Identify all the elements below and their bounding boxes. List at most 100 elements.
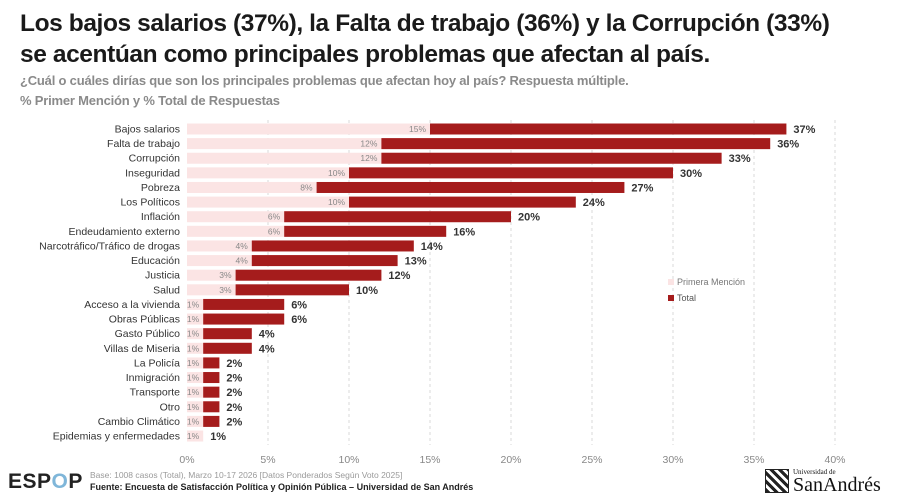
total-bar xyxy=(349,167,673,179)
first-mention-label: 1% xyxy=(187,431,200,441)
total-bar xyxy=(381,152,722,164)
title-line-1: Los bajos salarios (37%), la Falta de tr… xyxy=(20,10,830,37)
x-tick-label: 0% xyxy=(179,454,194,466)
category-label: Inflación xyxy=(141,211,180,223)
total-bar xyxy=(203,372,220,384)
category-label: Corrupción xyxy=(129,153,181,165)
university-small: Universidad de xyxy=(793,468,836,476)
total-bar xyxy=(381,138,771,150)
x-tick-label: 25% xyxy=(581,454,602,466)
category-label: Falta de trabajo xyxy=(107,138,180,150)
total-bar xyxy=(203,415,220,427)
total-label: 14% xyxy=(421,241,443,253)
university-big: SanAndrés xyxy=(793,474,881,496)
total-label: 6% xyxy=(291,299,307,311)
first-mention-label: 6% xyxy=(268,226,281,236)
x-tick-label: 15% xyxy=(419,454,440,466)
total-label: 6% xyxy=(291,314,307,326)
measure-text: % Primer Mención y % Total de Respuestas xyxy=(20,93,280,108)
title-line-2: se acentúan como principales problemas q… xyxy=(20,41,710,68)
first-mention-label: 1% xyxy=(187,314,200,324)
first-mention-label: 4% xyxy=(236,241,249,251)
first-mention-bar xyxy=(187,430,204,442)
source-note: Fuente: Encuesta de Satisfacción Polític… xyxy=(90,482,474,492)
first-mention-label: 8% xyxy=(300,182,313,192)
total-label: 2% xyxy=(226,387,242,399)
total-label: 24% xyxy=(583,197,605,209)
total-bar xyxy=(203,298,285,310)
category-label: Justicia xyxy=(145,270,180,282)
total-label: 4% xyxy=(259,329,275,341)
first-mention-label: 12% xyxy=(360,153,377,163)
total-label: 10% xyxy=(356,285,378,297)
category-label: Villas de Miseria xyxy=(104,343,180,355)
total-label: 13% xyxy=(405,256,427,268)
x-tick-label: 35% xyxy=(743,454,764,466)
total-label: 2% xyxy=(226,373,242,385)
total-label: 33% xyxy=(729,153,751,165)
total-bar xyxy=(203,342,252,354)
first-mention-label: 1% xyxy=(187,373,200,383)
category-label: Otro xyxy=(160,401,181,413)
x-tick-label: 40% xyxy=(824,454,845,466)
total-label: 36% xyxy=(777,139,799,151)
total-label: 16% xyxy=(453,226,475,238)
category-label: Cambio Climático xyxy=(98,416,180,428)
total-label: 2% xyxy=(226,416,242,428)
category-label: Endeudamiento externo xyxy=(69,226,181,238)
first-mention-label: 1% xyxy=(187,416,200,426)
category-label: Bajos salarios xyxy=(115,124,180,136)
first-mention-label: 10% xyxy=(328,168,345,178)
first-mention-label: 10% xyxy=(328,197,345,207)
total-bar xyxy=(203,328,252,340)
category-label: Inseguridad xyxy=(125,167,180,179)
category-label: Salud xyxy=(153,284,180,296)
total-bar xyxy=(203,357,220,369)
category-label: La Policía xyxy=(134,357,180,369)
x-tick-label: 10% xyxy=(338,454,359,466)
x-tick-label: 20% xyxy=(500,454,521,466)
first-mention-label: 1% xyxy=(187,358,200,368)
total-bar xyxy=(203,386,220,398)
total-bar xyxy=(284,211,511,223)
first-mention-label: 1% xyxy=(187,387,200,397)
chart-title: Los bajos salarios (37%), la Falta de tr… xyxy=(20,8,900,70)
total-bar xyxy=(203,313,285,325)
total-bar xyxy=(251,255,398,267)
total-bar xyxy=(284,225,447,237)
x-tick-label: 30% xyxy=(662,454,683,466)
question-text: ¿Cuál o cuáles dirías que son los princi… xyxy=(20,73,629,88)
legend-swatch-total xyxy=(668,295,674,301)
category-label: Inmigración xyxy=(126,372,180,384)
category-label: Los Políticos xyxy=(120,197,180,209)
first-mention-label: 6% xyxy=(268,212,281,222)
category-label: Educación xyxy=(131,255,180,267)
category-label: Epidemias y enfermedades xyxy=(53,431,180,443)
espop-logo: ESPOP xyxy=(8,470,83,493)
category-label: Acceso a la vivienda xyxy=(84,299,180,311)
total-label: 2% xyxy=(226,358,242,370)
total-bar xyxy=(203,401,220,413)
first-mention-label: 4% xyxy=(236,256,249,266)
total-bar xyxy=(430,123,787,135)
x-tick-label: 5% xyxy=(260,454,275,466)
legend-swatch-first xyxy=(668,279,674,285)
total-bar xyxy=(316,181,625,193)
first-mention-label: 1% xyxy=(187,402,200,412)
total-label: 4% xyxy=(259,343,275,355)
first-mention-label: 3% xyxy=(219,270,232,280)
category-label: Pobreza xyxy=(141,182,180,194)
first-mention-label: 1% xyxy=(187,299,200,309)
total-label: 12% xyxy=(388,270,410,282)
legend-label-first: Primera Mención xyxy=(677,277,745,287)
legend-label-total: Total xyxy=(677,293,696,303)
first-mention-label: 15% xyxy=(409,124,426,134)
first-mention-label: 1% xyxy=(187,343,200,353)
crest-icon xyxy=(765,469,789,493)
first-mention-label: 12% xyxy=(360,139,377,149)
total-bar xyxy=(235,284,349,296)
total-bar xyxy=(251,240,414,252)
category-label: Narcotráfico/Tráfico de drogas xyxy=(39,240,180,252)
total-label: 37% xyxy=(793,124,815,136)
